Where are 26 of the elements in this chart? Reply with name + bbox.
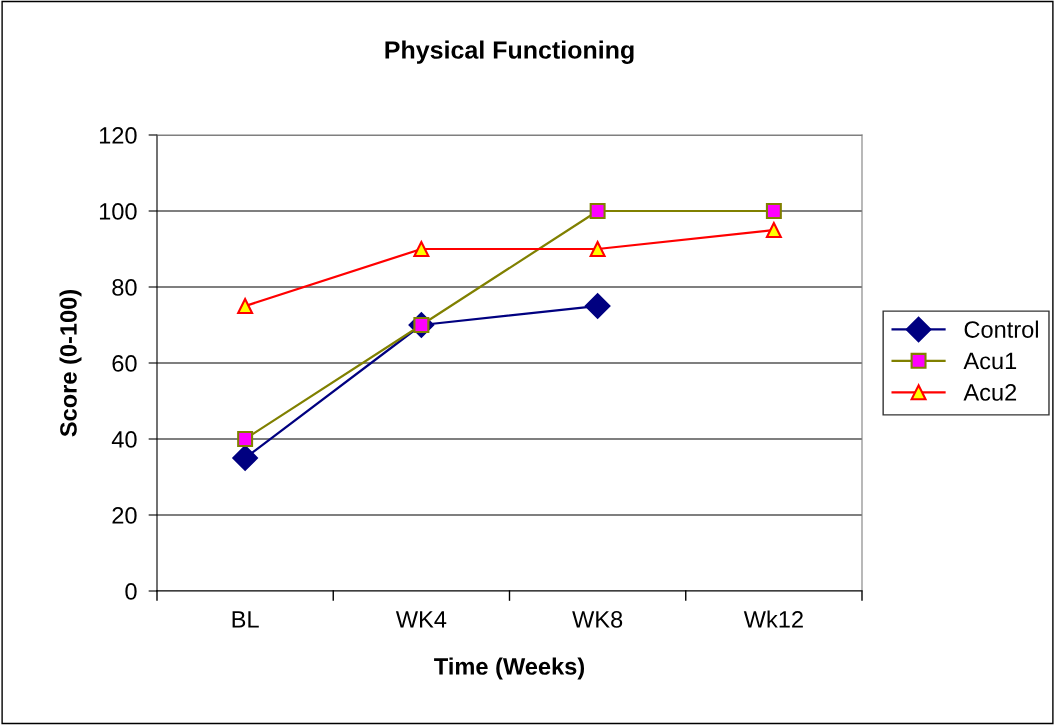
point [237,298,254,314]
y-tick-label: 20 [112,507,137,524]
point [413,241,430,257]
point [237,431,254,447]
y-tick-label: 60 [112,355,137,372]
y-tick-label: 100 [99,203,137,220]
y-tick-label: 80 [112,279,137,296]
y-tick-label: 120 [99,127,137,144]
legend-label: Acu1 [963,352,1017,370]
x-tick-label: WK8 [572,611,623,628]
point [232,445,258,471]
x-tick-label: WK4 [395,611,447,628]
point [589,241,606,257]
point [765,222,782,238]
point [589,203,606,219]
chart-title: Physical Functioning [385,40,634,64]
legend-label: Acu2 [963,384,1017,401]
y-axis-title: Score (0-100) [59,290,82,437]
x-tick-label: Wk12 [743,610,803,628]
point [584,293,611,319]
legend-label: Control [964,320,1038,338]
point [765,203,782,219]
x-axis-title: Time (Weeks) [434,657,585,680]
y-tick-label: 0 [125,583,137,600]
x-tick-label: BL [232,611,259,628]
y-tick-label: 40 [111,431,137,448]
